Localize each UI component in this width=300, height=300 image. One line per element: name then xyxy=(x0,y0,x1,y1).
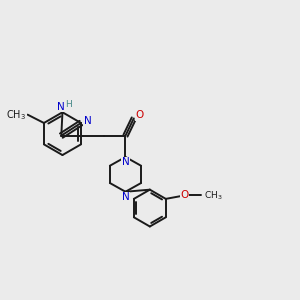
Text: CH$_3$: CH$_3$ xyxy=(6,108,26,122)
Text: O: O xyxy=(135,110,143,120)
Text: H: H xyxy=(66,100,72,109)
Text: O: O xyxy=(180,190,189,200)
Text: N: N xyxy=(84,116,92,127)
Text: N: N xyxy=(122,158,129,167)
Text: N: N xyxy=(122,192,129,202)
Text: N: N xyxy=(57,102,65,112)
Text: CH$_3$: CH$_3$ xyxy=(204,189,223,202)
